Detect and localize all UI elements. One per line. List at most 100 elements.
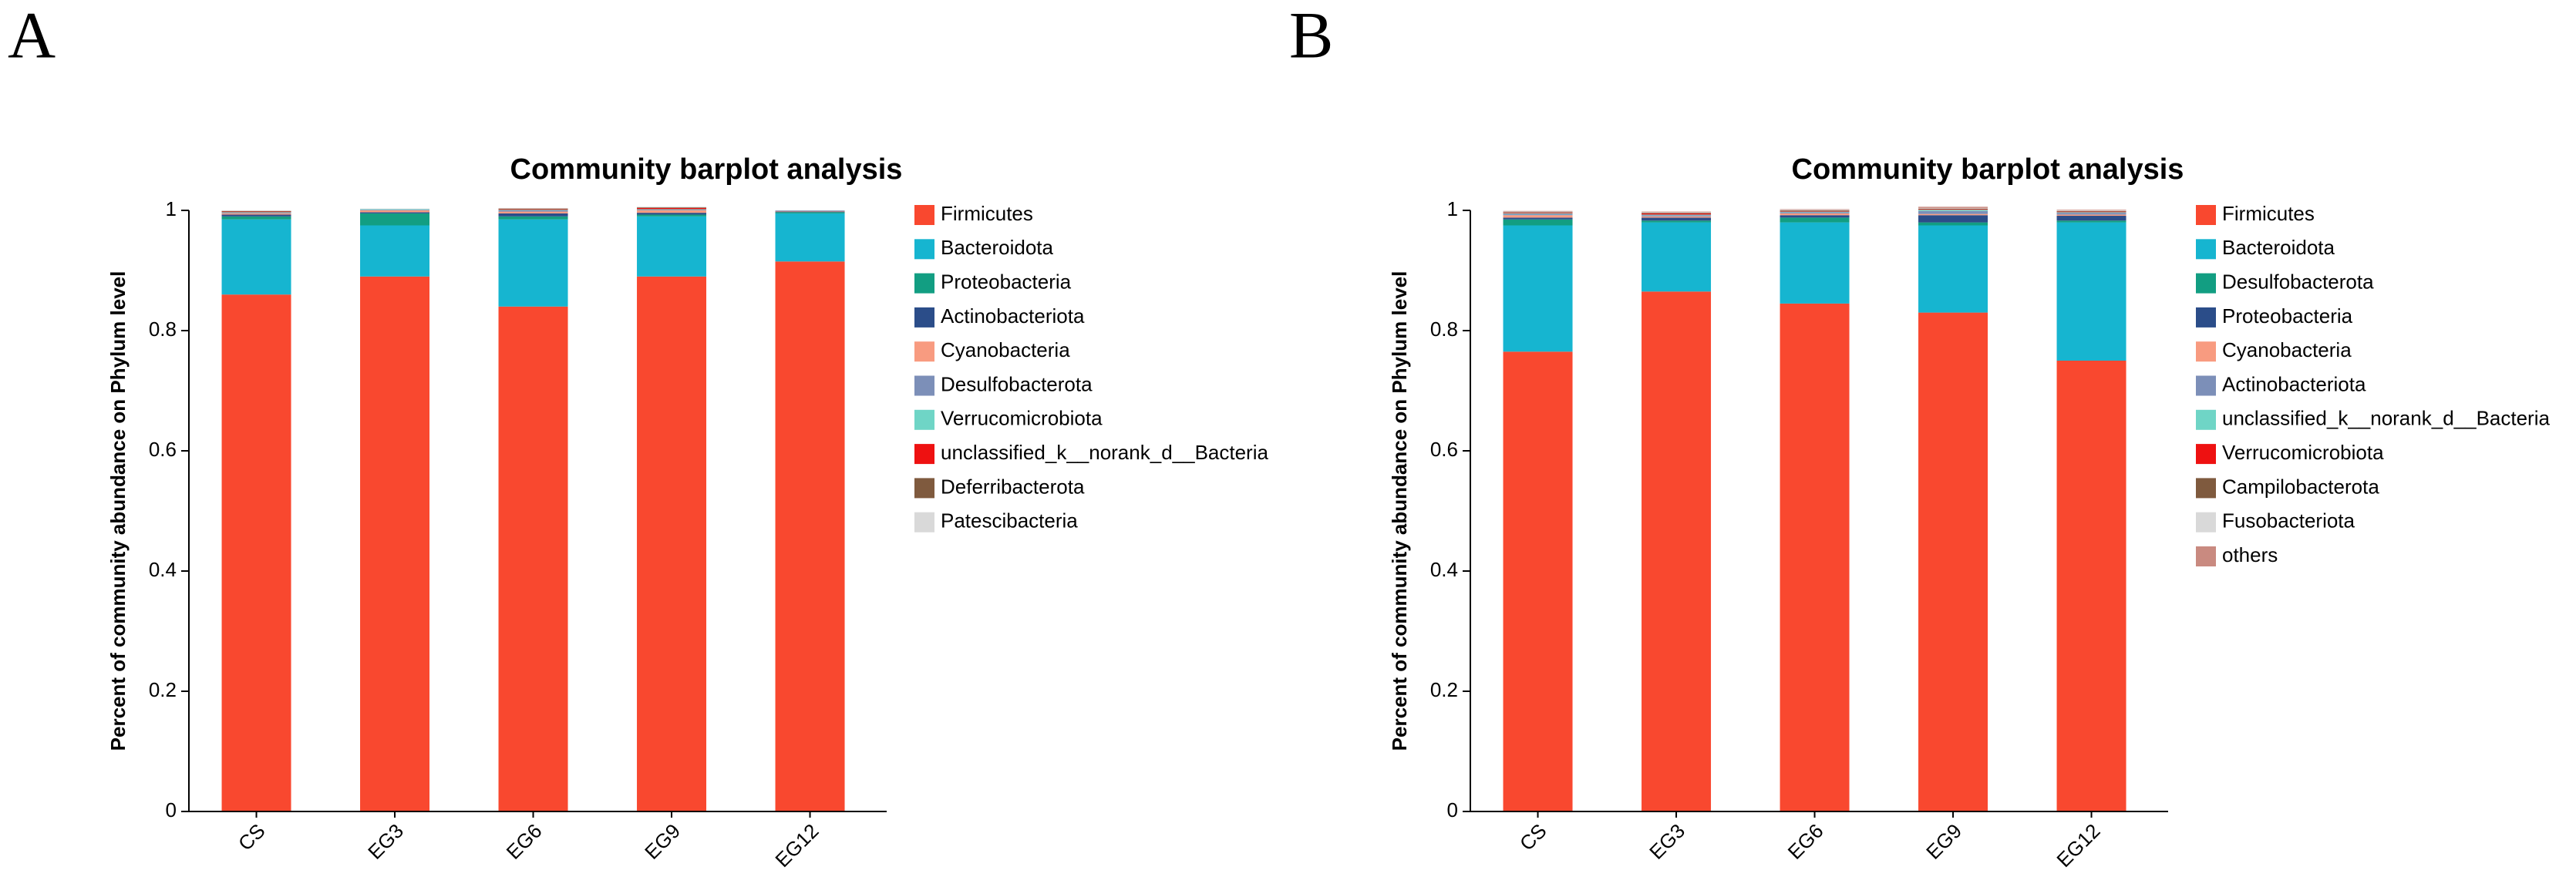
bar-segment <box>2056 210 2126 212</box>
legend-swatch <box>2196 546 2216 566</box>
bar-segment <box>1503 215 1573 218</box>
bar-segment <box>637 276 707 811</box>
panel: B Community barplot analysis Percent of co… <box>1289 0 2550 872</box>
bar-segment <box>498 210 568 212</box>
bar-segment <box>637 210 707 213</box>
bar-segment <box>1503 217 1573 220</box>
bar-segment <box>221 214 291 217</box>
bar-segment <box>637 209 707 210</box>
x-tick-label: EG9 <box>1921 819 1966 864</box>
bar-segment <box>1918 225 1988 313</box>
legend-label: Actinobacteriota <box>941 304 1085 328</box>
x-tick-label: EG9 <box>640 819 685 864</box>
legend-label: Cyanobacteria <box>2222 338 2352 361</box>
bar-segment <box>360 209 430 210</box>
bar-segment <box>1918 207 1988 208</box>
legend-label: Desulfobacterota <box>941 372 1093 395</box>
y-tick-label: 0.6 <box>149 438 177 461</box>
bar-segment <box>775 211 845 213</box>
x-tick-label: EG3 <box>363 819 408 864</box>
y-axis-label: Percent of community abundance on Phylum… <box>1388 271 1411 751</box>
legend-swatch <box>914 239 934 260</box>
bar-segment <box>1780 210 1850 212</box>
legend-label: Cyanobacteria <box>941 338 1070 361</box>
legend-label: Desulfobacterota <box>2222 270 2374 293</box>
bar-segment <box>1780 222 1850 304</box>
legend-swatch <box>914 375 934 396</box>
bar-segment <box>498 216 568 220</box>
bar-segment <box>1503 212 1573 213</box>
bar-segment <box>1503 213 1573 214</box>
bar-segment <box>1503 225 1573 352</box>
legend-label: Campilobacterota <box>2222 475 2379 498</box>
legend-swatch <box>914 478 934 499</box>
bar-segment <box>1918 209 1988 210</box>
y-tick-label: 0.2 <box>149 678 177 701</box>
bar-segment <box>1503 213 1573 216</box>
bar-segment <box>498 211 568 213</box>
bar-segment <box>775 210 845 212</box>
bar-segment <box>1918 210 1988 211</box>
bar-segment <box>1918 207 1988 209</box>
bar-segment <box>2056 361 2126 811</box>
bar-segment <box>221 219 291 295</box>
bar-segment <box>498 306 568 811</box>
bar-segment <box>1780 210 1850 211</box>
bar-segment <box>1780 213 1850 216</box>
bar-segment <box>2056 216 2126 221</box>
bar-segment <box>1918 312 1988 812</box>
legend-swatch <box>914 205 934 225</box>
bar-segment <box>775 212 845 213</box>
x-tick-label: EG12 <box>770 819 823 872</box>
bar-segment <box>1918 213 1988 216</box>
bar-segment <box>1918 222 1988 226</box>
legend-label: Firmicutes <box>941 202 1033 225</box>
bar-segment <box>1642 212 1712 213</box>
bar-segment <box>637 216 707 277</box>
bar-segment <box>221 216 291 220</box>
legend-swatch <box>2196 512 2216 533</box>
x-tick-label: EG3 <box>1645 819 1689 864</box>
bar-segment <box>221 213 291 215</box>
legend-label: Patescibacteria <box>941 509 1078 533</box>
bar-segment <box>360 225 430 277</box>
legend-label: Verrucomicrobiota <box>2222 441 2384 464</box>
bar-segment <box>1780 209 1850 210</box>
legend-label: Proteobacteria <box>2222 304 2353 328</box>
bar-segment <box>1780 215 1850 218</box>
bar-segment <box>775 210 845 211</box>
bar-segment <box>2056 212 2126 213</box>
y-tick-label: 1 <box>166 197 177 220</box>
bar-segment <box>637 207 707 210</box>
bar-segment <box>775 213 845 262</box>
bar-segment <box>221 211 291 213</box>
bar-segment <box>360 212 430 213</box>
chart-title: Community barplot analysis <box>510 153 903 186</box>
y-tick-label: 1 <box>1447 197 1458 220</box>
legend-swatch <box>2196 307 2216 328</box>
legend-swatch <box>914 307 934 328</box>
bar-segment <box>1503 210 1573 212</box>
legend-swatch <box>914 444 934 465</box>
bar-segment <box>1642 217 1712 221</box>
bar-segment <box>360 213 430 226</box>
bar-segment <box>1503 351 1573 811</box>
bar-segment <box>2056 210 2126 211</box>
bar-segment <box>1780 303 1850 811</box>
legend-label: Proteobacteria <box>941 270 1072 293</box>
legend-label: Verrucomicrobiota <box>941 407 1103 430</box>
legend-swatch <box>2196 239 2216 260</box>
legend-swatch <box>914 341 934 362</box>
legend-swatch <box>2196 375 2216 396</box>
y-tick-label: 0.8 <box>149 318 177 341</box>
bar-segment <box>221 212 291 213</box>
bar-segment <box>1780 211 1850 213</box>
x-tick-label: EG12 <box>2052 819 2104 872</box>
legend-label: Fusobacteriota <box>2222 509 2355 533</box>
y-tick-label: 0.4 <box>1430 558 1458 581</box>
y-axis-label: Percent of community abundance on Phylum… <box>106 271 130 751</box>
bar-segment <box>1642 214 1712 216</box>
bar-segment <box>2056 213 2126 215</box>
bar-segment <box>1642 211 1712 213</box>
bar-segment <box>360 208 430 210</box>
